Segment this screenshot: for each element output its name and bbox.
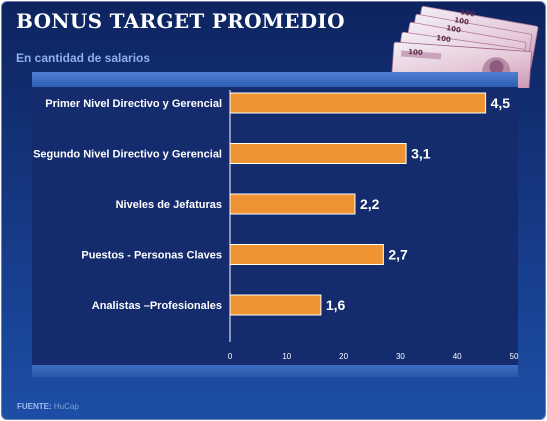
chart-subtitle: En cantidad de salarios (16, 51, 151, 65)
page-title: BONUS TARGET PROMEDIO (16, 9, 345, 33)
x-tick-label: 20 (339, 352, 348, 361)
x-tick-label: 10 (282, 352, 291, 361)
bar (229, 294, 322, 316)
source-note: FUENTE: HuCap (17, 402, 79, 411)
data-label: 3,1 (411, 146, 431, 162)
chart-panel (32, 87, 518, 365)
x-tick-label: 50 (510, 352, 519, 361)
data-label: 2,7 (388, 247, 408, 263)
banknote-denomination-4: 100 (436, 34, 452, 44)
x-tick-label: 0 (228, 352, 233, 361)
x-tick-label: 40 (453, 352, 462, 361)
banknote-denomination-1: 100 (460, 8, 476, 18)
category-label: Puestos - Personas Claves (81, 250, 222, 262)
category-label: Segundo Nivel Directivo y Gerencial (33, 149, 222, 161)
chart-panel-top-bar (32, 72, 518, 87)
bar (229, 244, 384, 265)
chart-panel-bottom-bar (32, 365, 518, 377)
banknote-denomination-5: 100 (408, 48, 423, 57)
category-label: Analistas –Profesionales (92, 300, 222, 312)
bar (229, 143, 407, 164)
category-label: Niveles de Jefaturas (116, 199, 222, 211)
x-tick-label: 30 (396, 352, 405, 361)
data-label: 4,5 (491, 95, 511, 111)
bar (229, 193, 356, 215)
banknote-denomination-3: 100 (446, 24, 462, 34)
bar (229, 92, 487, 114)
source-text: HuCap (53, 402, 79, 411)
category-label: Primer Nivel Directivo y Gerencial (45, 98, 222, 110)
banknote-denomination-2: 100 (454, 16, 470, 26)
data-label: 2,2 (360, 196, 380, 212)
data-label: 1,6 (326, 297, 346, 313)
source-label: FUENTE: (17, 402, 52, 411)
